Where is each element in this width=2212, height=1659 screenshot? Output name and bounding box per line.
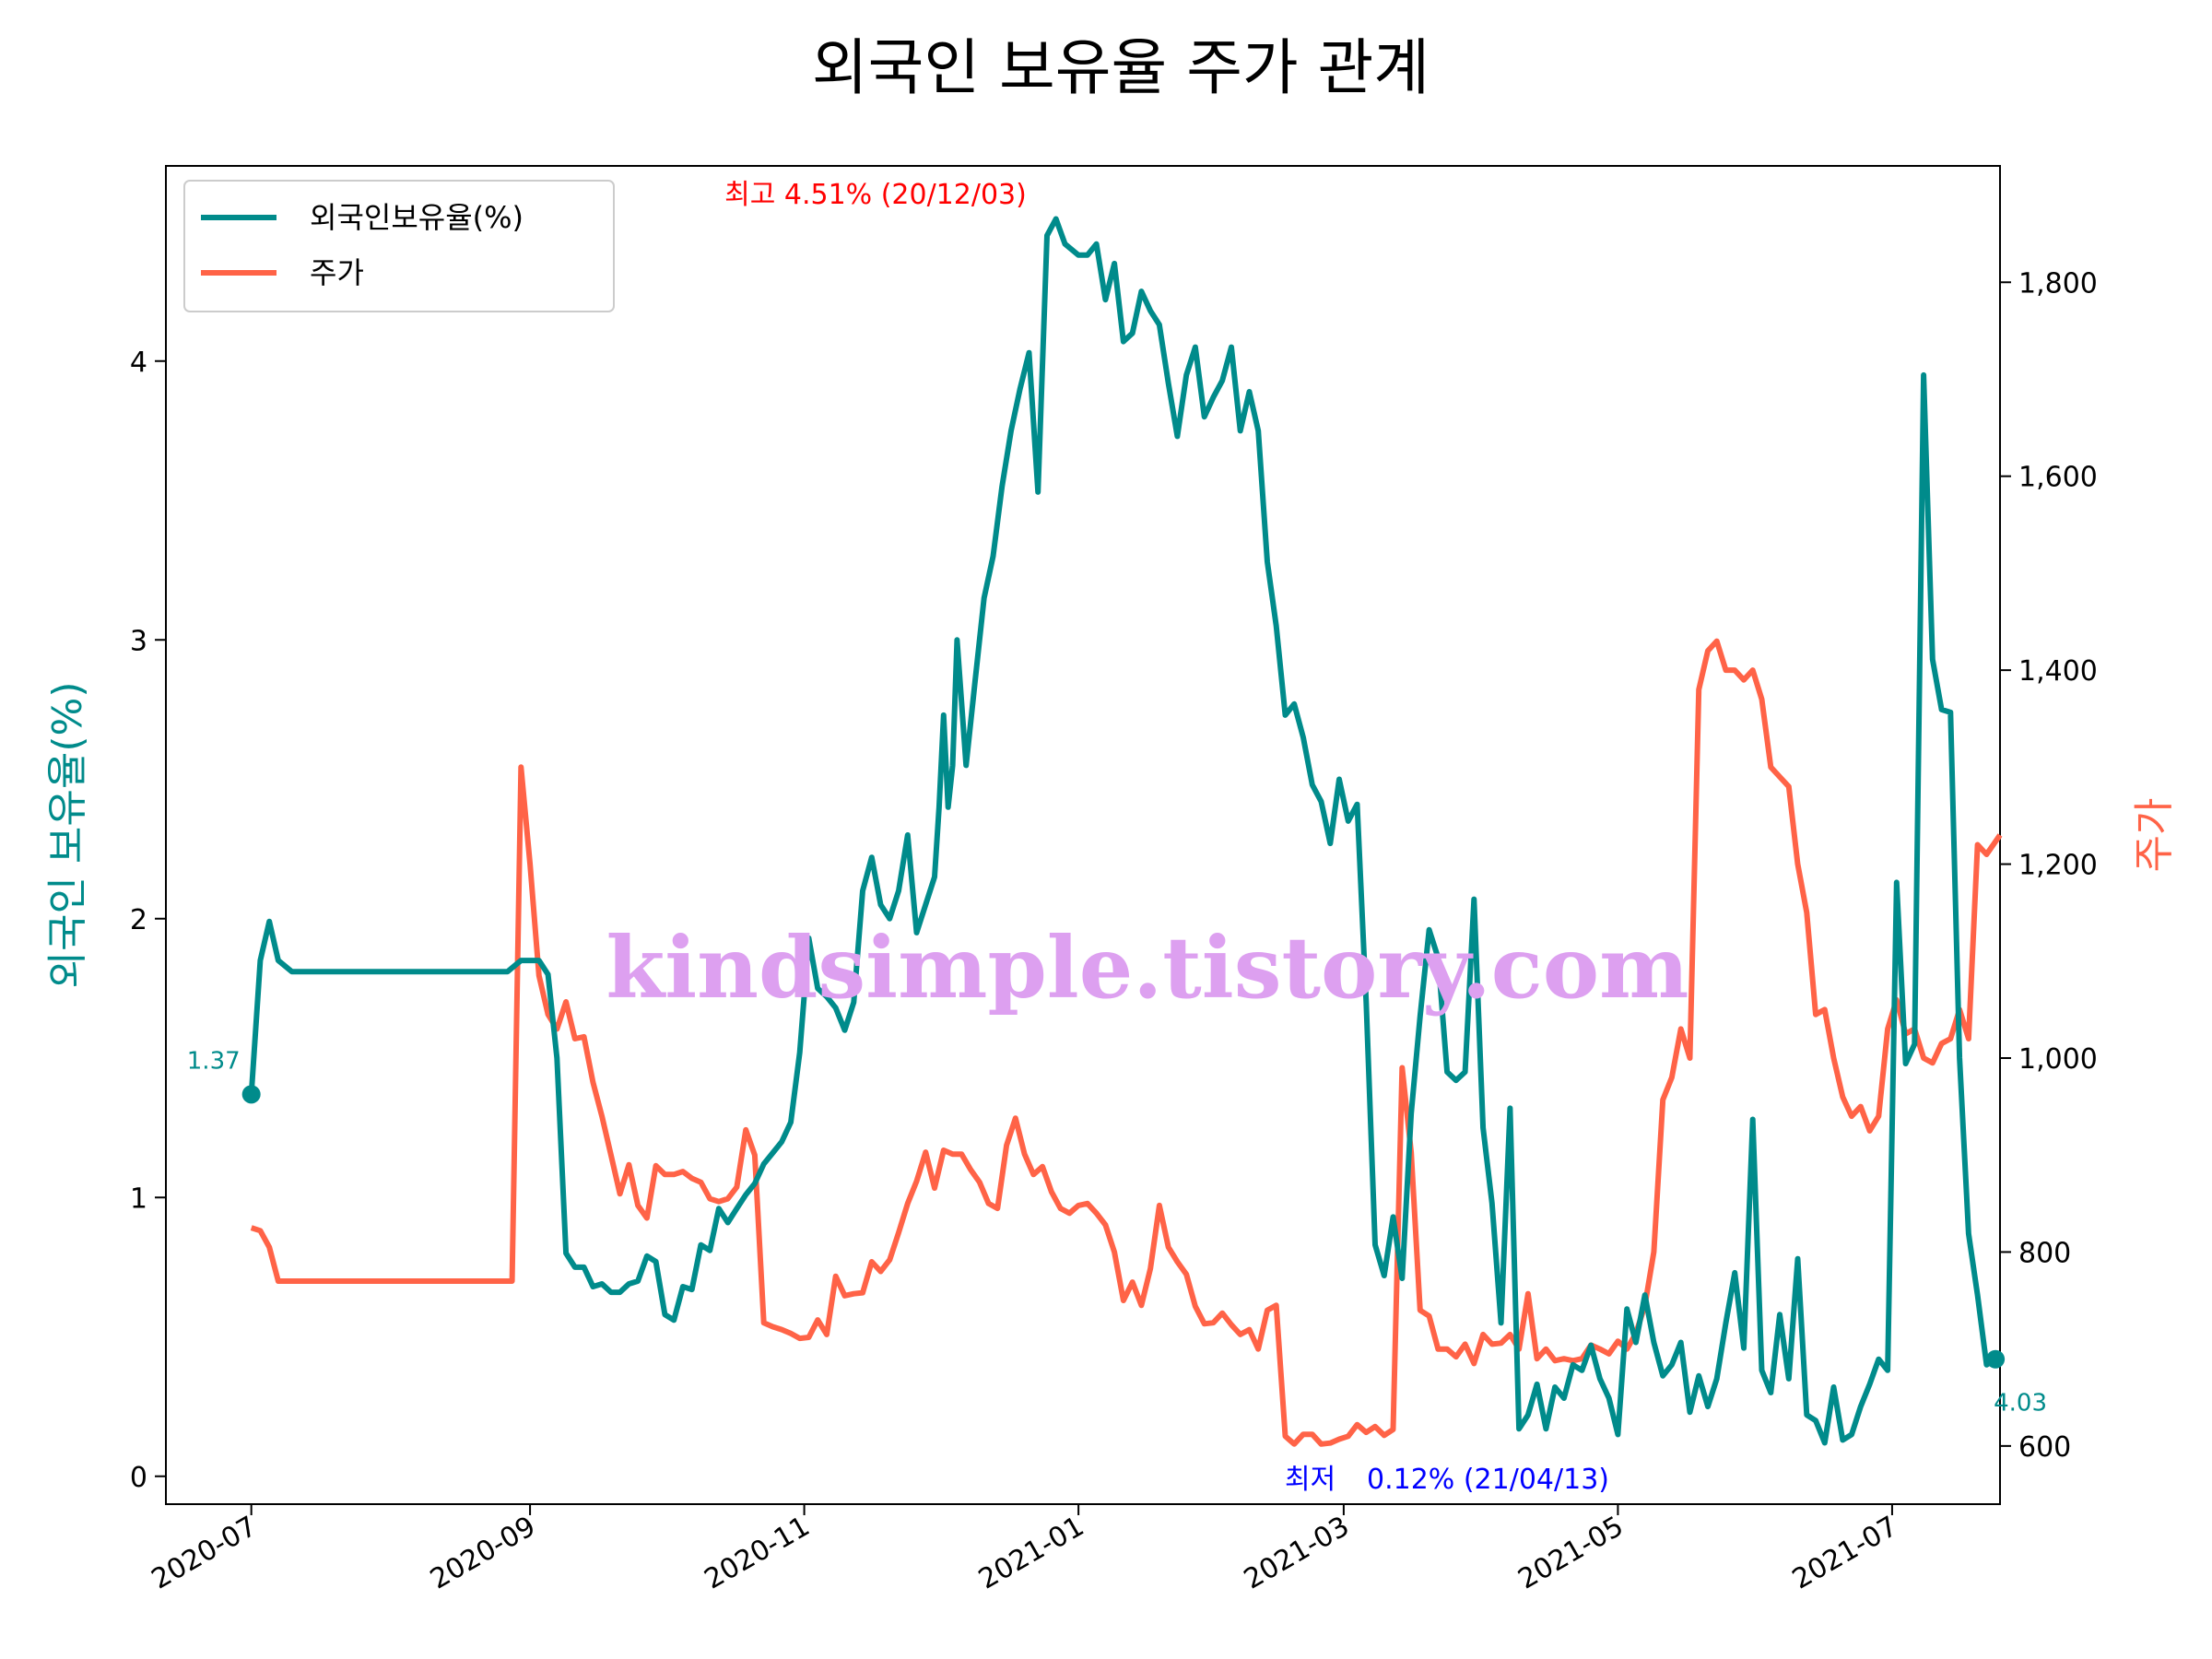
y-axis-right-label: 주가 xyxy=(2131,798,2178,873)
x-tick-label: 2021-01 xyxy=(973,1511,1089,1596)
max-annotation: 최고 4.51% (20/12/03) xyxy=(724,179,1027,211)
y-right-tick-label: 1,600 xyxy=(2018,462,2098,494)
y-right-tick-label: 1,800 xyxy=(2018,267,2098,300)
start-point-marker xyxy=(241,1085,261,1104)
legend-box xyxy=(183,180,615,312)
x-tick-label: 2021-07 xyxy=(1787,1511,1903,1596)
legend-label-price: 주가 xyxy=(310,255,364,290)
y-left-tick-label: 3 xyxy=(130,625,147,657)
watermark: kindsimple.tistory.com xyxy=(606,918,1688,1018)
end-point-marker xyxy=(1986,1349,2006,1369)
plot-frame xyxy=(165,165,2001,1505)
min-annotation-value: 0.12% (21/04/13) xyxy=(1367,1464,1609,1496)
chart-title: 외국인 보유율 주가 관계 xyxy=(812,32,1430,103)
y-right-tick-label: 1,400 xyxy=(2018,655,2098,688)
y-right-tick-label: 800 xyxy=(2018,1237,2071,1269)
x-tick-label: 2021-03 xyxy=(1239,1511,1355,1596)
start-value-label: 1.37 xyxy=(187,1047,241,1075)
y-left-tick-label: 0 xyxy=(130,1462,147,1494)
x-tick-label: 2020-09 xyxy=(425,1511,541,1596)
legend-label-foreign: 외국인보유율(%) xyxy=(310,200,524,235)
x-tick-label: 2021-05 xyxy=(1512,1511,1629,1596)
plot-area: kindsimple.tistory.com xyxy=(165,165,2006,1505)
min-annotation-prefix: 최저 xyxy=(1285,1464,1335,1496)
x-axis: 2020-07 2020-09 2020-11 2021-01 2021-03 2021-… xyxy=(147,1504,1903,1596)
series-line-price xyxy=(250,638,2003,1447)
y-right-tick-label: 1,200 xyxy=(2018,850,2098,882)
annotations: 최고 4.51% (20/12/03) 최저 0.12% (21/04/13) 1.3… xyxy=(187,179,2047,1496)
end-value-label: 4.03 xyxy=(1994,1390,2047,1418)
legend: 외국인보유율(%) 주가 xyxy=(183,180,615,312)
y-axis-right: 600 800 1,000 1,200 1,400 1,600 1,800 xyxy=(2000,267,2098,1464)
x-tick-label: 2020-11 xyxy=(700,1511,816,1596)
y-right-tick-label: 600 xyxy=(2018,1431,2071,1464)
y-left-tick-label: 2 xyxy=(130,904,147,936)
series-line-foreign xyxy=(248,216,1997,1446)
x-tick-label: 2020-07 xyxy=(147,1511,263,1596)
y-left-tick-label: 4 xyxy=(130,347,147,379)
y-axis-left-label: 외국인 보유율(%) xyxy=(44,681,91,988)
y-left-tick-label: 1 xyxy=(130,1182,147,1215)
y-right-tick-label: 1,000 xyxy=(2018,1043,2098,1076)
y-axis-left: 0 1 2 3 4 xyxy=(130,347,166,1494)
series-lines xyxy=(241,216,2006,1447)
